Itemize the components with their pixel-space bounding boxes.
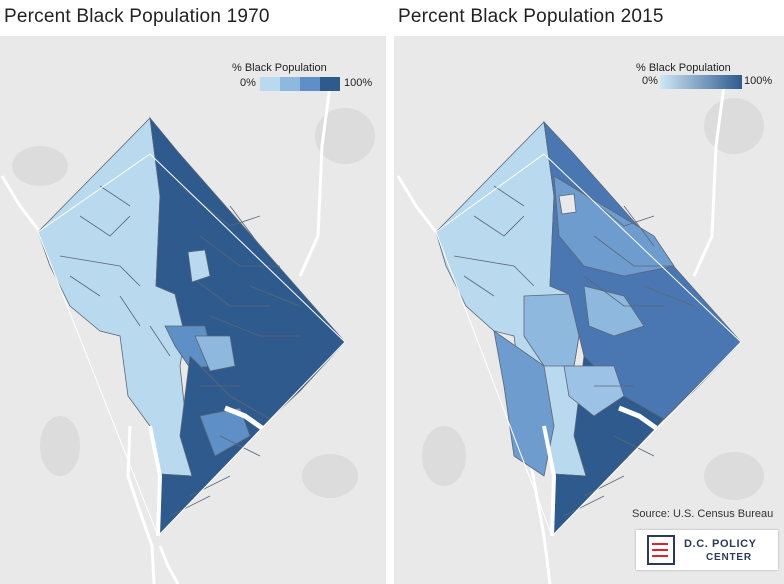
dc-diamond-logo-icon (647, 535, 675, 565)
tract-region-downtown (563, 365, 625, 417)
legend-title: % Black Population (636, 62, 731, 74)
potomac-river (148, 425, 163, 537)
tract-region-southwest (493, 330, 555, 477)
dc-map-1970 (0, 85, 375, 584)
terrain-shading (12, 108, 375, 498)
dc-outline-1970 (37, 153, 346, 537)
legend-step-3 (300, 77, 320, 91)
source-note: Source: U.S. Census Bureau (632, 508, 774, 520)
legend-step-1 (260, 77, 280, 91)
dc-tracts-1970 (37, 116, 346, 538)
potomac-river (542, 425, 557, 537)
legend-2015: % Black Population 0% 100% (636, 62, 782, 102)
legend-min-label: 0% (642, 75, 658, 87)
map-title-1970: Percent Black Population 1970 (4, 6, 270, 27)
tract-region-north-central (553, 175, 675, 277)
logo-line1: D.C. POLICY (684, 538, 757, 550)
legend-max-label: 100% (344, 77, 373, 89)
legend-max-label: 100% (744, 75, 773, 87)
dc-tracts-2015 (435, 120, 742, 538)
map-panel-2015 (394, 36, 784, 584)
rivers (0, 85, 332, 584)
legend-step-2 (280, 77, 300, 91)
terrain-shading (422, 98, 764, 500)
legend-gradient (660, 75, 742, 89)
anacostia-river (618, 405, 658, 431)
dc-map-2015 (396, 85, 764, 584)
legend-title: % Black Population (232, 62, 327, 74)
legend-step-swatches (260, 77, 340, 91)
legend-min-label: 0% (240, 77, 256, 89)
tract-region-midtown (583, 285, 645, 337)
anacostia-river (224, 405, 264, 431)
legend-1970: % Black Population 0% 100% (232, 62, 382, 102)
legend-step-4 (320, 77, 340, 91)
dc-outline-2015 (435, 153, 742, 537)
map-title-2015: Percent Black Population 2015 (398, 6, 664, 27)
tract-region-downtown (194, 335, 236, 372)
map-panel-1970 (0, 36, 386, 584)
dc-policy-center-logo: D.C. POLICY CENTER (636, 530, 778, 570)
logo-line2: CENTER (706, 552, 752, 563)
